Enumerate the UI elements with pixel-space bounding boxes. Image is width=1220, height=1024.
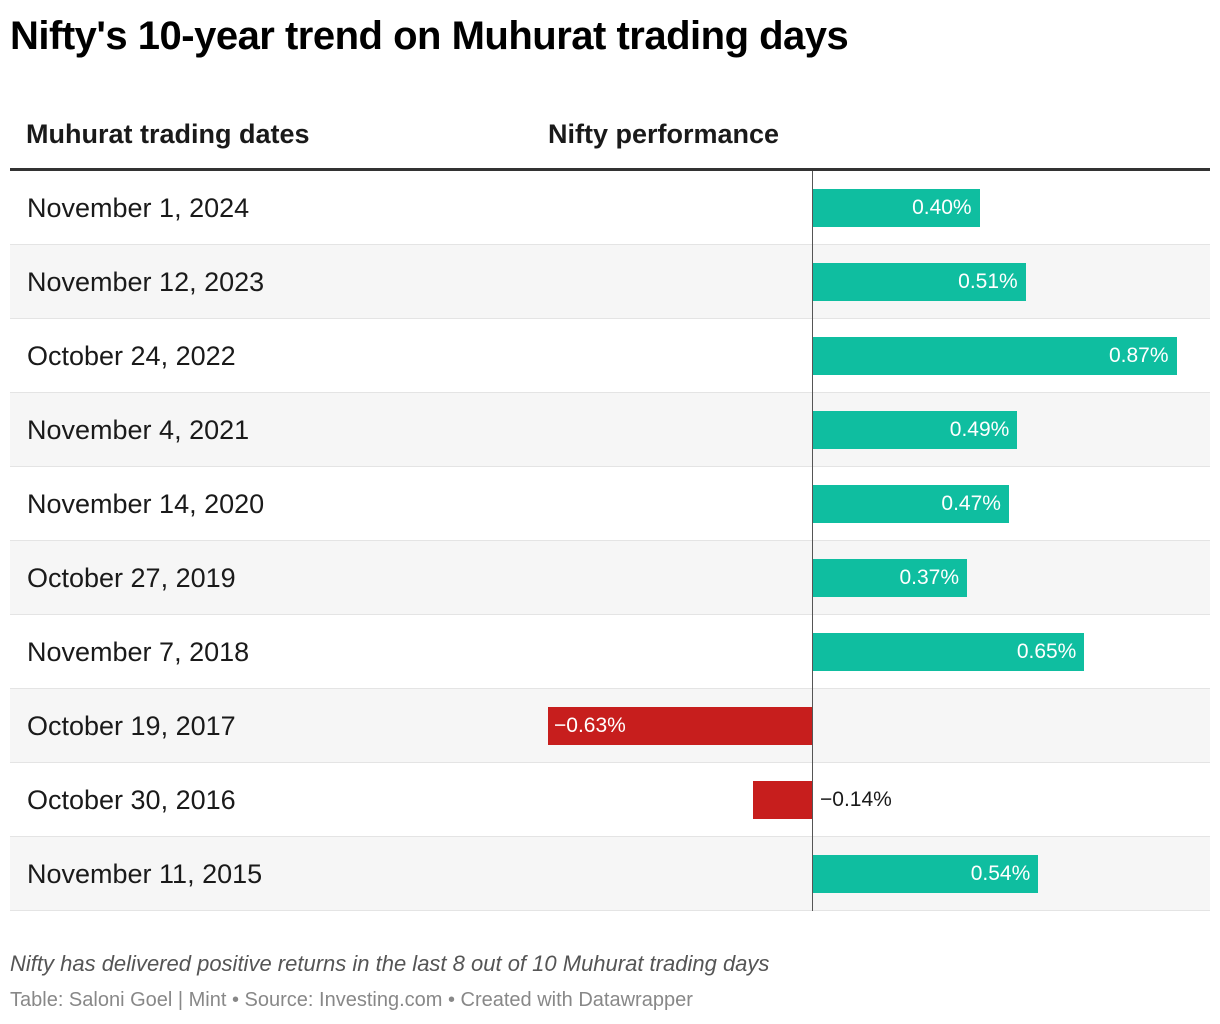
bar-value-label: −0.63% xyxy=(554,714,626,737)
row-date: November 1, 2024 xyxy=(27,193,250,223)
row-date: October 24, 2022 xyxy=(27,341,236,371)
data-table: November 1, 2024 0.40% November 12, 2023 0.… xyxy=(10,171,1210,911)
bar-value-label: −0.14% xyxy=(820,788,892,811)
bar-value-label: 0.65% xyxy=(1016,640,1077,663)
bar-value-label: 0.51% xyxy=(958,270,1018,293)
bar xyxy=(812,559,968,597)
bar-value-label: 0.54% xyxy=(970,862,1031,885)
row-date: October 19, 2017 xyxy=(27,711,236,741)
column-header-dates[interactable]: Muhurat trading dates xyxy=(26,119,310,149)
row-date: October 27, 2019 xyxy=(27,563,236,593)
bar-value-label: 0.87% xyxy=(1108,344,1169,367)
row-date: November 12, 2023 xyxy=(27,267,265,297)
chart-title: Nifty's 10-year trend on Muhurat trading… xyxy=(10,14,849,58)
table-row: October 27, 2019 0.37% xyxy=(10,541,1210,615)
row-date: November 11, 2015 xyxy=(27,859,263,889)
bar-value-label: 0.40% xyxy=(912,196,972,219)
table-row: November 7, 2018 0.65% xyxy=(10,615,1210,689)
bar xyxy=(548,707,812,745)
bar xyxy=(812,633,1085,671)
row-date: October 30, 2016 xyxy=(27,785,236,815)
row-date: November 14, 2020 xyxy=(27,489,265,519)
chart-note: Nifty has delivered positive returns in … xyxy=(10,951,770,976)
bar-value-label: 0.47% xyxy=(941,492,1001,515)
table-row: November 14, 2020 0.47% xyxy=(10,467,1210,541)
row-date: November 7, 2018 xyxy=(27,637,250,667)
header-rule xyxy=(10,168,1210,171)
table-row: October 24, 2022 0.87% xyxy=(10,319,1210,393)
table-row: November 1, 2024 0.40% xyxy=(10,171,1210,245)
bar xyxy=(753,781,812,819)
bar-value-label: 0.37% xyxy=(899,566,960,589)
table-row: October 19, 2017 −0.63% xyxy=(10,689,1210,763)
chart-source: Table: Saloni Goel | Mint • Source: Inve… xyxy=(10,989,693,1011)
bar xyxy=(812,263,1026,301)
bar xyxy=(812,485,1009,523)
bar xyxy=(812,337,1177,375)
row-date: November 4, 2021 xyxy=(27,415,250,445)
bar xyxy=(812,411,1018,449)
table-row: November 4, 2021 0.49% xyxy=(10,393,1210,467)
table-row: November 12, 2023 0.51% xyxy=(10,245,1210,319)
column-header-performance[interactable]: Nifty performance xyxy=(548,119,780,149)
bar xyxy=(812,189,980,227)
table-row: October 30, 2016 −0.14% xyxy=(10,763,1210,837)
bar-value-label: 0.49% xyxy=(949,418,1010,441)
table-row: November 11, 2015 0.54% xyxy=(10,837,1210,911)
zero-baseline xyxy=(812,171,813,911)
bar xyxy=(812,855,1039,893)
